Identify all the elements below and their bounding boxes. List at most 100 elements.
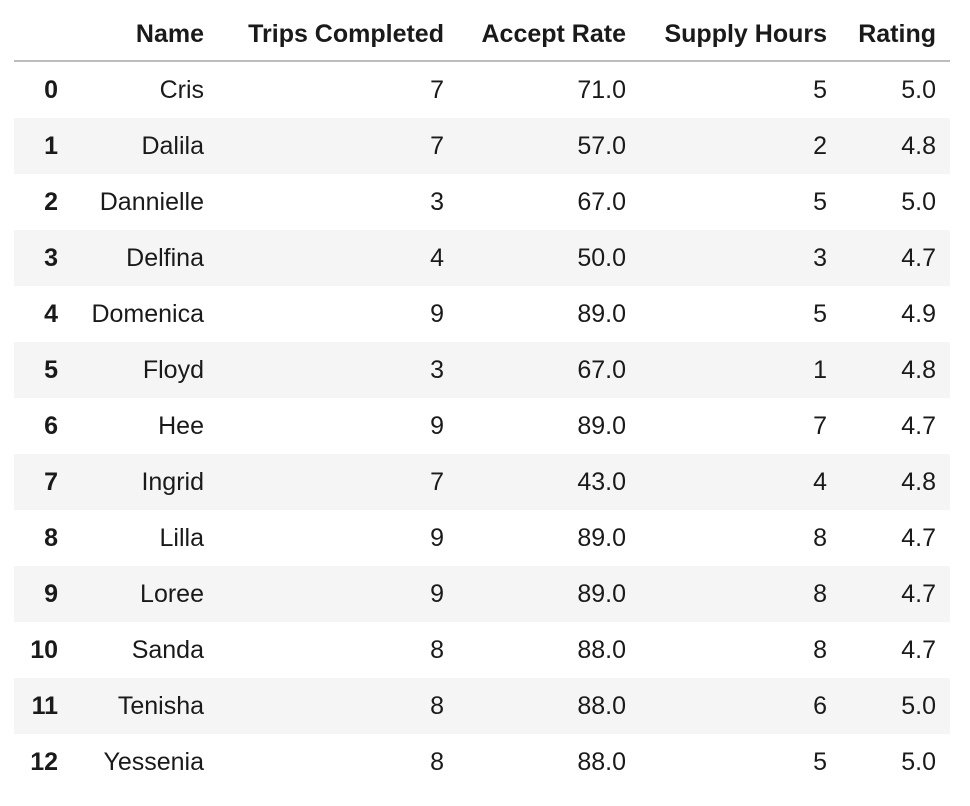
table-row: 11 Tenisha 8 88.0 6 5.0 — [14, 678, 950, 734]
rating-cell: 5.0 — [901, 691, 936, 720]
rating-cell: 4.7 — [901, 523, 936, 552]
trips-completed-cell: 7 — [430, 131, 444, 160]
supply-hours-cell: 8 — [813, 579, 827, 608]
name-cell: Floyd — [142, 355, 204, 384]
accept-rate-cell: 67.0 — [577, 355, 626, 384]
table-row: 2 Dannielle 3 67.0 5 5.0 — [14, 174, 950, 230]
accept-rate-cell: 50.0 — [577, 243, 626, 272]
trips-completed-cell: 8 — [430, 635, 444, 664]
index-header — [14, 8, 72, 62]
accept-rate-cell: 89.0 — [577, 579, 626, 608]
accept-rate-cell: 67.0 — [577, 187, 626, 216]
name-column-header: Name — [72, 8, 218, 62]
table-row: 9 Loree 9 89.0 8 4.7 — [14, 566, 950, 622]
supply-hours-cell: 6 — [813, 691, 827, 720]
row-index: 3 — [44, 243, 58, 272]
trips-completed-cell: 4 — [430, 243, 444, 272]
row-index: 8 — [44, 523, 58, 552]
header-row: Name Trips Completed Accept Rate Supply … — [14, 8, 950, 62]
supply-hours-cell: 5 — [813, 75, 827, 104]
row-index: 5 — [44, 355, 58, 384]
table-row: 0 Cris 7 71.0 5 5.0 — [14, 61, 950, 118]
name-cell: Ingrid — [141, 467, 204, 496]
name-cell: Dalila — [141, 131, 204, 160]
rating-cell: 5.0 — [901, 75, 936, 104]
rating-cell: 5.0 — [901, 747, 936, 776]
rating-column-header: Rating — [841, 8, 950, 62]
rating-cell: 4.7 — [901, 635, 936, 664]
row-index: 1 — [44, 131, 58, 160]
row-index: 2 — [44, 187, 58, 216]
rating-cell: 4.8 — [901, 355, 936, 384]
accept-rate-cell: 89.0 — [577, 411, 626, 440]
rating-cell: 4.9 — [901, 299, 936, 328]
trips-completed-cell: 3 — [430, 187, 444, 216]
trips-completed-column-header: Trips Completed — [218, 8, 458, 62]
accept-rate-cell: 57.0 — [577, 131, 626, 160]
name-cell: Cris — [159, 75, 204, 104]
row-index: 11 — [31, 691, 58, 720]
supply-hours-cell: 7 — [813, 411, 827, 440]
supply-hours-cell: 8 — [813, 635, 827, 664]
name-cell: Lilla — [159, 523, 204, 552]
supply-hours-cell: 5 — [813, 187, 827, 216]
name-cell: Delfina — [126, 243, 204, 272]
rating-cell: 5.0 — [901, 187, 936, 216]
supply-hours-cell: 1 — [813, 355, 827, 384]
supply-hours-cell: 2 — [813, 131, 827, 160]
rating-cell: 4.7 — [901, 243, 936, 272]
name-cell: Yessenia — [103, 747, 204, 776]
trips-completed-cell: 8 — [430, 691, 444, 720]
supply-hours-cell: 4 — [813, 467, 827, 496]
supply-hours-cell: 5 — [813, 299, 827, 328]
table-header: Name Trips Completed Accept Rate Supply … — [14, 8, 950, 62]
name-cell: Loree — [140, 579, 204, 608]
rating-cell: 4.8 — [901, 467, 936, 496]
name-cell: Tenisha — [117, 691, 204, 720]
trips-completed-cell: 9 — [430, 299, 444, 328]
table-row: 6 Hee 9 89.0 7 4.7 — [14, 398, 950, 454]
supply-hours-column-header: Supply Hours — [640, 8, 841, 62]
row-index: 0 — [44, 75, 58, 104]
table-body: 0 Cris 7 71.0 5 5.0 1 Dalila 7 57.0 2 4.8 2 Dannielle… — [14, 61, 950, 790]
row-index: 12 — [30, 747, 58, 776]
dataframe-output: Name Trips Completed Accept Rate Supply … — [14, 8, 950, 790]
table-row: 8 Lilla 9 89.0 8 4.7 — [14, 510, 950, 566]
table-row: 5 Floyd 3 67.0 1 4.8 — [14, 342, 950, 398]
table-row: 10 Sanda 8 88.0 8 4.7 — [14, 622, 950, 678]
accept-rate-column-header: Accept Rate — [458, 8, 640, 62]
accept-rate-cell: 71.0 — [577, 75, 626, 104]
trips-completed-cell: 7 — [430, 75, 444, 104]
accept-rate-cell: 88.0 — [577, 691, 626, 720]
table-row: 3 Delfina 4 50.0 3 4.7 — [14, 230, 950, 286]
row-index: 4 — [44, 299, 58, 328]
table-row: 7 Ingrid 7 43.0 4 4.8 — [14, 454, 950, 510]
trips-completed-cell: 9 — [430, 411, 444, 440]
trips-completed-cell: 8 — [430, 747, 444, 776]
trips-completed-cell: 9 — [430, 579, 444, 608]
name-cell: Hee — [158, 411, 204, 440]
table-row: 1 Dalila 7 57.0 2 4.8 — [14, 118, 950, 174]
name-cell: Dannielle — [99, 187, 204, 216]
dataframe-table: Name Trips Completed Accept Rate Supply … — [14, 8, 950, 790]
supply-hours-cell: 5 — [813, 747, 827, 776]
name-cell: Sanda — [131, 635, 204, 664]
accept-rate-cell: 89.0 — [577, 299, 626, 328]
table-row: 12 Yessenia 8 88.0 5 5.0 — [14, 734, 950, 790]
supply-hours-cell: 8 — [813, 523, 827, 552]
table-row: 4 Domenica 9 89.0 5 4.9 — [14, 286, 950, 342]
name-cell: Domenica — [91, 299, 204, 328]
trips-completed-cell: 3 — [430, 355, 444, 384]
row-index: 7 — [44, 467, 58, 496]
trips-completed-cell: 9 — [430, 523, 444, 552]
row-index: 6 — [44, 411, 58, 440]
supply-hours-cell: 3 — [813, 243, 827, 272]
accept-rate-cell: 89.0 — [577, 523, 626, 552]
row-index: 9 — [44, 579, 58, 608]
rating-cell: 4.8 — [901, 131, 936, 160]
accept-rate-cell: 88.0 — [577, 635, 626, 664]
rating-cell: 4.7 — [901, 411, 936, 440]
accept-rate-cell: 43.0 — [577, 467, 626, 496]
row-index: 10 — [30, 635, 58, 664]
accept-rate-cell: 88.0 — [577, 747, 626, 776]
